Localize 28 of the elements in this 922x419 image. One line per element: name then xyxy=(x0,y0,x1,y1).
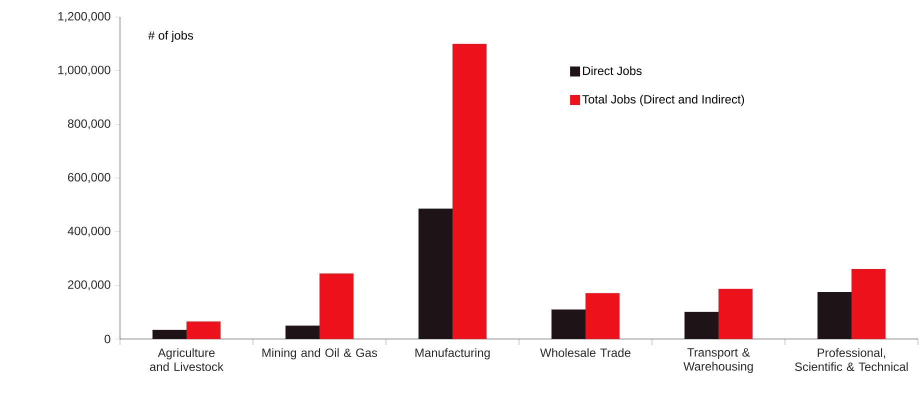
bar xyxy=(286,326,320,339)
bar xyxy=(852,268,886,339)
legend-label: Direct Jobs xyxy=(583,66,642,76)
y-tick-label: 0 xyxy=(104,334,110,344)
y-tick-label: 600,000 xyxy=(68,173,110,183)
bar xyxy=(718,288,753,339)
bar xyxy=(186,322,220,339)
y-axis-title: # of jobs xyxy=(148,30,194,42)
x-tick-label: Mining and Oil & Gas xyxy=(262,348,378,360)
y-tick-label: 1,000,000 xyxy=(58,66,110,76)
y-tick-label: 200,000 xyxy=(68,280,110,290)
x-tick-label: Manufacturing xyxy=(415,348,490,360)
x-tick-label: Wholesale Trade xyxy=(540,348,630,358)
bar xyxy=(552,309,586,339)
y-tick-label: 1,200,000 xyxy=(58,12,110,22)
bar xyxy=(152,330,186,339)
bar xyxy=(818,292,852,339)
bar xyxy=(418,208,453,339)
x-tick-label: Agriculture and Livestock xyxy=(150,348,224,372)
y-tick-label: 800,000 xyxy=(68,119,110,130)
bar xyxy=(684,312,719,339)
x-tick-label: Professional, Scientific & Technical xyxy=(795,348,908,372)
bar xyxy=(586,293,620,339)
legend-label: Total Jobs (Direct and Indirect) xyxy=(582,94,744,106)
bar xyxy=(320,274,354,339)
bar xyxy=(452,44,487,339)
y-tick-label: 400,000 xyxy=(68,226,110,237)
x-tick-label: Transport & Warehousing xyxy=(683,348,753,373)
